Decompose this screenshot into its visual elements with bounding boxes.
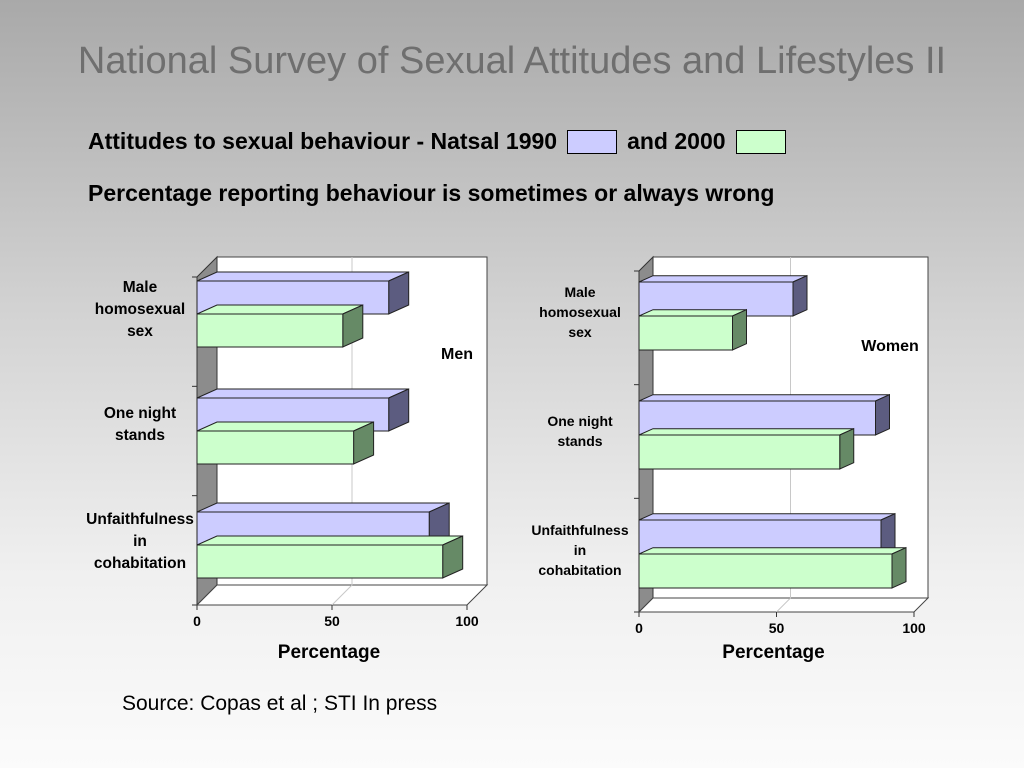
bar-top-1990 xyxy=(638,394,890,402)
category-label-line: stands xyxy=(557,433,602,449)
chart-subtitle-line2: Percentage reporting behaviour is someti… xyxy=(88,180,775,206)
category-label: Unfaithfulness in cohabitation xyxy=(531,522,628,578)
x-axis-label: Percentage xyxy=(722,642,824,663)
category-label-line: homosexual xyxy=(95,301,185,318)
chart-subtitle: Attitudes to sexual behaviour - Natsal 1… xyxy=(88,128,796,155)
category-label-line: Male xyxy=(123,279,158,296)
category-label-line: One night xyxy=(547,413,613,429)
x-axis-label: Percentage xyxy=(278,642,380,663)
bar-2000 xyxy=(638,553,893,589)
source-note: Source: Copas et al ; STI In press xyxy=(122,692,438,715)
bar-side-1990 xyxy=(875,393,890,436)
category-label: Male homosexual sex xyxy=(95,279,185,340)
category-label: Male homosexual sex xyxy=(539,284,621,340)
bar-2000 xyxy=(196,544,444,579)
bar-side-2000 xyxy=(732,308,747,351)
category-label-line: homosexual xyxy=(539,304,621,320)
x-tick-label: 50 xyxy=(769,620,785,636)
legend-swatch-1990 xyxy=(567,129,618,154)
category-label-line: One night xyxy=(104,405,176,422)
bar-2000 xyxy=(196,313,344,348)
category-label-line: sex xyxy=(127,323,153,340)
panel-label: Women xyxy=(861,338,918,355)
x-tick-label: 0 xyxy=(635,620,643,636)
x-tick-label: 100 xyxy=(902,620,926,636)
bar-2000 xyxy=(638,434,841,470)
slide-title: National Survey of Sexual Attitudes and … xyxy=(77,40,947,82)
x-tick-label: 50 xyxy=(324,613,340,629)
category-label-line: Unfaithfulness xyxy=(531,522,628,538)
bar-top-1990 xyxy=(638,275,808,283)
category-label: One night stands xyxy=(104,405,176,444)
bar-side-1990 xyxy=(792,274,808,317)
bar-top-2000 xyxy=(638,428,854,436)
bar-2000 xyxy=(196,430,355,465)
category-label-line: in xyxy=(574,542,586,558)
category-label-line: Unfaithfulness xyxy=(86,511,194,528)
bar-2000 xyxy=(638,315,733,351)
gridline-floor xyxy=(776,597,791,613)
bar-side-2000 xyxy=(839,427,855,470)
subtitle-text-2000: and 2000 xyxy=(627,128,726,154)
category-label-line: sex xyxy=(568,324,592,340)
panel-label: Men xyxy=(441,346,473,363)
x-tick-label: 100 xyxy=(455,613,479,629)
bar-top-1990 xyxy=(638,513,896,521)
bar-top-2000 xyxy=(638,309,747,317)
bar-top-2000 xyxy=(638,547,907,555)
x-tick-label: 0 xyxy=(193,613,201,629)
legend-swatch-2000 xyxy=(735,129,786,154)
subtitle-text-1990: Attitudes to sexual behaviour - Natsal 1… xyxy=(88,128,558,154)
category-label: One night stands xyxy=(547,413,613,449)
category-label-line: Male xyxy=(564,284,595,300)
category-label-line: in xyxy=(133,533,147,550)
gridline-floor xyxy=(331,584,353,606)
category-label: Unfaithfulness in cohabitation xyxy=(86,511,194,572)
category-label-line: cohabitation xyxy=(94,555,186,572)
category-label-line: cohabitation xyxy=(538,562,621,578)
category-label-line: stands xyxy=(115,427,165,444)
bar-side-2000 xyxy=(891,546,907,589)
